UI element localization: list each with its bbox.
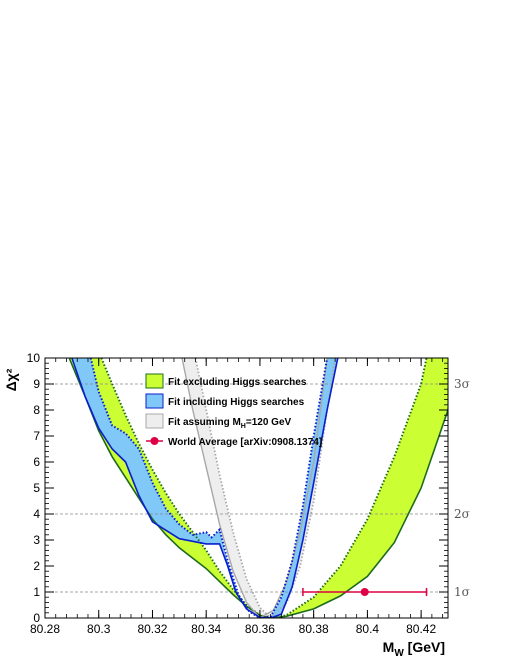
blue-solid-curve [71,358,339,618]
curves [68,358,448,618]
sigma-label-9: 3σ [454,377,470,391]
y-tick-label: 0 [33,611,40,625]
x-tick-label: 80.3 [87,622,111,636]
world-average-point [302,588,428,596]
x-tick-label: 80.38 [299,622,329,636]
sigma-label-4: 2σ [454,507,470,521]
legend-swatch-gray [145,413,164,429]
green-solid-curve [68,358,448,618]
y-axis-title: Δχ² [3,368,19,391]
legend-point-marker [150,437,159,445]
x-tick-label: 80.42 [406,622,436,636]
y-tick-label: 8 [33,403,40,417]
legend-label-blue: Fit including Higgs searches [168,397,305,408]
legend-label-point: World Average [arXiv:0908.1374] [168,437,322,448]
x-axis-title: MW [GeV] [383,639,445,659]
x-tick-label: 80.28 [30,622,60,636]
x-tick-label: 80.36 [245,622,275,636]
y-tick-label: 3 [33,533,40,547]
x-tick-label: 80.34 [191,622,221,636]
y-tick-label: 1 [33,585,40,599]
y-tick-label: 6 [33,455,40,469]
green-band [69,358,448,618]
bands [69,358,448,618]
tick-labels: 80.28 80.3 80.32 80.34 80.36 80.38 80.4 80.42 0 1… [27,351,437,636]
green-dotted-curve [100,358,428,618]
y-tick-label: 4 [33,507,40,521]
x-tick-label: 80.4 [356,622,380,636]
legend-swatch-blue [145,393,164,409]
y-tick-label: 5 [33,481,40,495]
axis-ticks [44,357,448,619]
legend: Fit excluding Higgs searches Fit includin… [145,373,322,448]
gray-solid-curve [181,358,328,618]
y-tick-label: 9 [33,377,40,391]
legend-label-gray: Fit assuming MH=120 GeV [168,417,292,430]
y-tick-label: 7 [33,429,40,443]
x-tick-label: 80.32 [137,622,167,636]
y-tick-label: 10 [27,351,41,365]
world-average-marker [360,588,369,596]
y-tick-label: 2 [33,559,40,573]
sigma-labels: 1σ 2σ 3σ [454,377,470,599]
legend-swatch-green [145,373,164,389]
legend-label-green: Fit excluding Higgs searches [168,377,307,388]
sigma-label-1: 1σ [454,585,470,599]
